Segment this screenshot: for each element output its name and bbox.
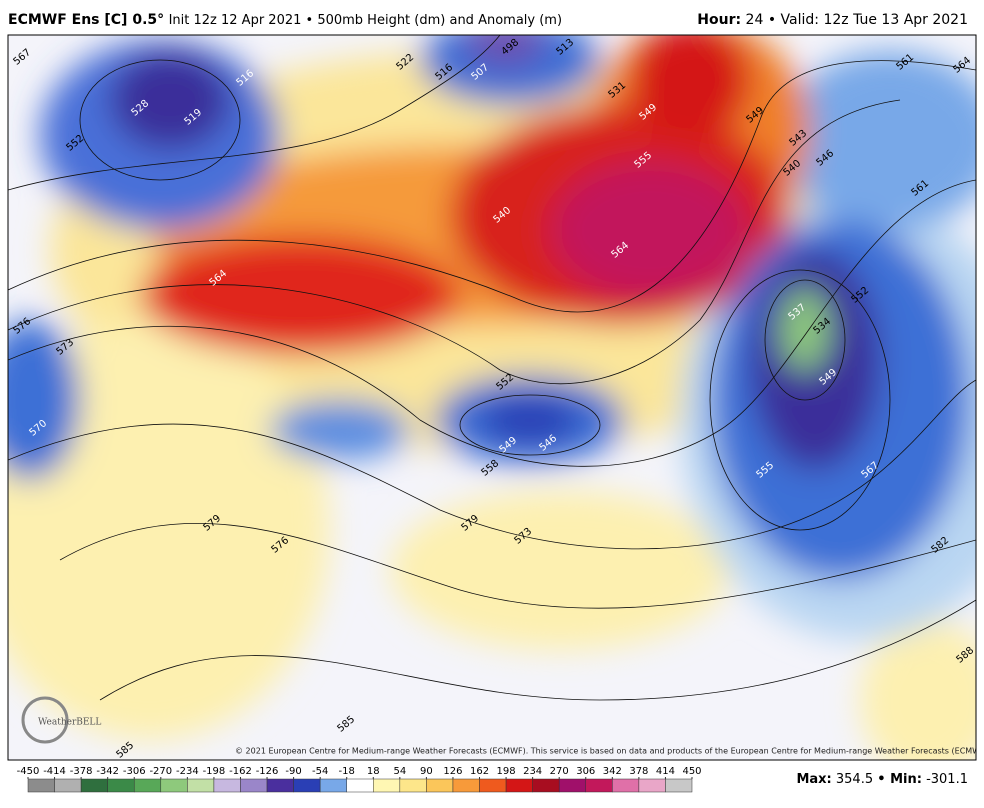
colorbar-swatch <box>319 778 347 793</box>
header-title: ECMWF Ens [C] 0.5° Init 12z 12 Apr 2021 … <box>8 12 562 28</box>
colorbar-swatch <box>505 778 533 793</box>
colorbar-swatch <box>399 778 427 793</box>
colorbar-tick-label: 342 <box>603 766 622 777</box>
colorbar-tick-label: -270 <box>149 766 172 777</box>
colorbar-tick-label: 90 <box>420 766 433 777</box>
colorbar-swatch <box>612 778 640 793</box>
colorbar: -450 -414 -378 -342 -306 -270 -234 -198 -162 -126… <box>17 766 702 793</box>
colorbar-swatch <box>665 778 693 793</box>
colorbar-tick-label: -306 <box>123 766 146 777</box>
colorbar-tick-label: -450 <box>17 766 40 777</box>
colorbar-tick-label: 450 <box>682 766 701 777</box>
colorbar-swatch <box>266 778 294 793</box>
colorbar-swatch <box>213 778 241 793</box>
colorbar-tick-label: 306 <box>576 766 595 777</box>
colorbar-swatch <box>532 778 560 793</box>
colorbar-tick-label: -198 <box>203 766 226 777</box>
colorbar-swatch <box>107 778 135 793</box>
colorbar-tick-label: -90 <box>285 766 301 777</box>
colorbar-tick-label: 378 <box>629 766 648 777</box>
colorbar-tick-label: -378 <box>70 766 93 777</box>
colorbar-tick-label: 270 <box>550 766 569 777</box>
copyright: © 2021 European Centre for Medium-range … <box>235 747 984 756</box>
colorbar-tick-label: 126 <box>443 766 462 777</box>
colorbar-swatch <box>54 778 82 793</box>
colorbar-swatch <box>27 778 55 793</box>
colorbar-tick-label: 18 <box>367 766 380 777</box>
colorbar-tick-label: 414 <box>656 766 675 777</box>
colorbar-swatch <box>585 778 613 793</box>
colorbar-tick-label: -162 <box>229 766 252 777</box>
colorbar-tick-label: -18 <box>339 766 355 777</box>
colorbar-swatch <box>133 778 162 793</box>
colorbar-swatch <box>638 778 666 793</box>
colorbar-swatch <box>80 778 108 793</box>
colorbar-swatch <box>240 778 268 793</box>
logo: WeatherBELL <box>38 718 101 728</box>
colorbar-swatch <box>373 778 401 793</box>
colorbar-tick-label: -414 <box>43 766 66 777</box>
colorbar-swatch <box>187 778 215 793</box>
colorbar-swatch <box>452 778 480 793</box>
colorbar-swatch <box>426 778 454 793</box>
colorbar-swatch <box>346 778 374 793</box>
header-valid: Hour: 24 • Valid: 12z Tue 13 Apr 2021 <box>697 12 968 28</box>
colorbar-tick-label: 162 <box>470 766 489 777</box>
stats: Max: 354.5 • Min: -301.1 <box>796 772 968 787</box>
colorbar-tick-label: 198 <box>497 766 516 777</box>
colorbar-swatch <box>558 778 587 793</box>
colorbar-tick-label: 234 <box>523 766 542 777</box>
colorbar-tick-label: -54 <box>312 766 328 777</box>
colorbar-tick-label: -126 <box>256 766 279 777</box>
colorbar-tick-label: -342 <box>96 766 119 777</box>
colorbar-tick-label: 54 <box>393 766 406 777</box>
colorbar-swatch <box>293 778 321 793</box>
colorbar-swatch <box>160 778 188 793</box>
colorbar-tick-label: -234 <box>176 766 199 777</box>
colorbar-swatch <box>479 778 507 793</box>
